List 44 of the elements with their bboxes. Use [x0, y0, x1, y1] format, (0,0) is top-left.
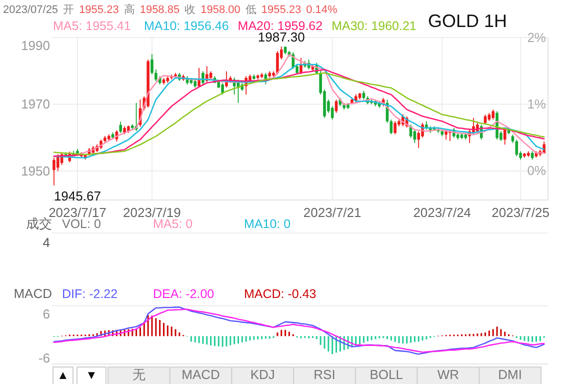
text: ▲ — [57, 368, 69, 382]
text: MA10: 1956.46 — [144, 19, 229, 33]
y2-tick-label: 2% — [527, 30, 546, 45]
text: 1958.85 — [140, 4, 180, 16]
text: 1955.23 — [79, 4, 119, 16]
text: KDJ — [250, 367, 275, 382]
text: MA5: 1955.41 — [53, 19, 131, 33]
legend-label: MA5: 0 — [153, 217, 193, 231]
y-tick-label: -6 — [38, 350, 50, 366]
y-tick-label: 1950 — [21, 163, 50, 178]
text: MACD — [182, 367, 220, 382]
text: BOLL — [370, 367, 403, 382]
y-tick-label: 6 — [42, 306, 50, 322]
annotation: 1945.67 — [54, 188, 101, 204]
text: 开 — [63, 4, 74, 16]
text: 无 — [132, 367, 146, 382]
text: ▼ — [86, 368, 98, 382]
x-tick-label: 2023/7/19 — [123, 205, 181, 220]
y-tick-label: 1970 — [21, 96, 50, 112]
text: 1958.00 — [200, 4, 240, 16]
text: 收 — [184, 4, 196, 16]
text: DIF: -2.22 — [62, 287, 118, 301]
text: 0.14% — [306, 4, 338, 16]
legend-label: MA10: 0 — [244, 217, 291, 231]
text: 1955.23 — [261, 4, 302, 16]
text: DMI — [498, 367, 522, 382]
y2-tick-label: 0% — [527, 163, 546, 178]
text: 高 — [124, 3, 135, 16]
y-tick-label: 1990 — [21, 38, 50, 53]
y-axis-title: MACD — [14, 286, 52, 301]
text: 4 — [42, 235, 50, 250]
text: 2023/07/25 — [3, 4, 58, 16]
y2-tick-label: 1% — [527, 96, 546, 112]
text: 低 — [245, 4, 256, 16]
x-tick-label: 2023/7/21 — [303, 205, 362, 220]
text: MA30: 1960.21 — [332, 19, 416, 33]
text: MACD: -0.43 — [244, 287, 316, 301]
text: WR — [437, 367, 460, 382]
x-tick-label: 2023/7/25 — [492, 205, 550, 220]
x-tick-label: 2023/7/24 — [413, 205, 472, 220]
text: RSI — [314, 367, 336, 382]
chart-title: GOLD 1H — [428, 11, 508, 31]
series-label: DEA: -2.00 — [153, 287, 214, 301]
legend-label: VOL: 0 — [62, 217, 101, 231]
